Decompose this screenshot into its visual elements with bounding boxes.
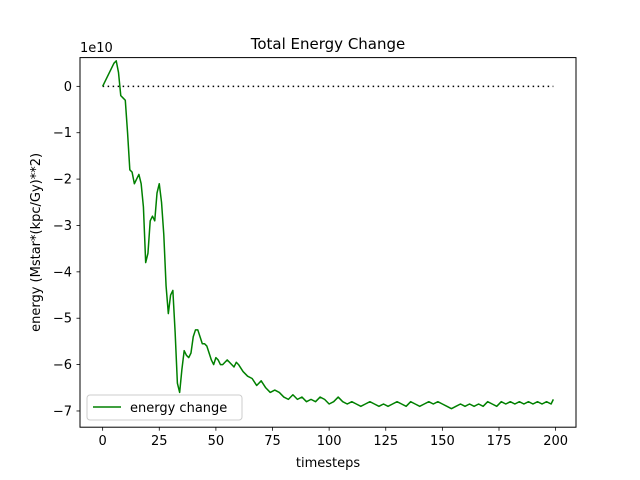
chart-title: Total Energy Change xyxy=(250,35,406,53)
y-tick-label: −3 xyxy=(53,219,72,234)
y-tick-label: 0 xyxy=(64,80,72,95)
x-tick-label: 0 xyxy=(99,434,107,449)
y-tick-label: −6 xyxy=(53,358,72,373)
x-tick-label: 150 xyxy=(430,434,455,449)
x-tick-label: 125 xyxy=(373,434,398,449)
x-tick-label: 50 xyxy=(208,434,225,449)
legend-box xyxy=(86,394,243,421)
x-tick-label: 100 xyxy=(317,434,342,449)
x-tick-label: 25 xyxy=(151,434,168,449)
y-tick-label: −1 xyxy=(53,126,72,141)
y-scale-label: 1e10 xyxy=(80,41,113,56)
legend: energy change xyxy=(86,394,243,421)
energy-change-line xyxy=(101,60,555,410)
y-axis: 0 −1 −2 −3 −4 −5 −6 −7 xyxy=(53,80,80,419)
x-tick-label: 75 xyxy=(264,434,281,449)
y-axis-label: energy (Mstar*(kpc/Gy)**2) xyxy=(29,153,44,332)
x-axis-label: timesteps xyxy=(296,456,360,471)
axes-frame xyxy=(79,57,577,428)
legend-label: energy change xyxy=(130,401,227,416)
x-axis: 0 25 50 75 100 125 150 175 200 xyxy=(99,427,568,449)
x-tick-label: 175 xyxy=(487,434,512,449)
y-tick-label: −2 xyxy=(53,173,72,188)
plot-area xyxy=(101,60,555,410)
y-tick-label: −7 xyxy=(53,404,72,419)
y-tick-label: −5 xyxy=(53,312,72,327)
x-tick-label: 200 xyxy=(543,434,568,449)
y-tick-label: −4 xyxy=(53,265,72,280)
